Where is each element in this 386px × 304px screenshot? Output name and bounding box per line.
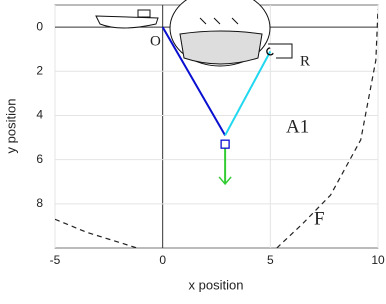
annotation: A1 — [286, 116, 309, 137]
y-tick-label: 4 — [36, 108, 43, 122]
x-axis-label: x position — [189, 277, 244, 292]
y-tick-label: 2 — [36, 63, 43, 77]
annotation: O — [150, 33, 161, 49]
x-tick-label: 5 — [267, 253, 274, 267]
y-tick-label: 0 — [36, 19, 43, 33]
y-tick-label: 8 — [36, 196, 43, 210]
x-tick-label: 10 — [371, 253, 385, 267]
marker — [221, 140, 229, 148]
y-axis-label: y position — [3, 99, 18, 154]
boat-cabin — [138, 10, 150, 17]
annotation: F — [314, 208, 325, 229]
mask-icon — [180, 31, 262, 64]
annotation: R — [300, 53, 310, 69]
x-tick-label: -5 — [50, 253, 61, 267]
y-tick-label: 6 — [36, 152, 43, 166]
chart: O R A1 F x position y position -5 0 5 10 0 2 4… — [0, 0, 386, 299]
x-tick-label: 0 — [159, 253, 166, 267]
